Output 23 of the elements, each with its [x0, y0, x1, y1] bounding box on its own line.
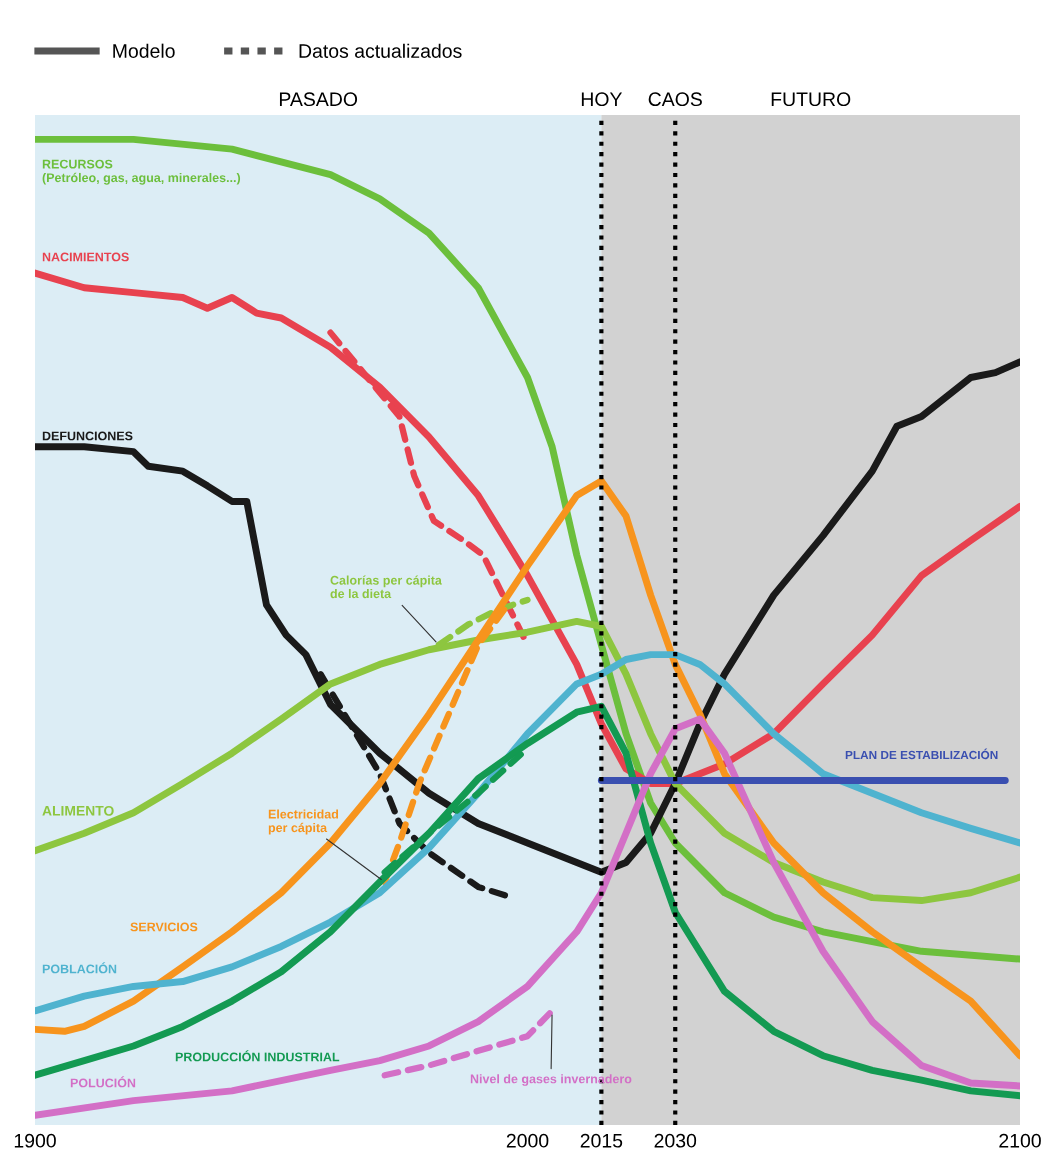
ref-line-label: CAOS — [648, 92, 702, 107]
x-tick-label: 2100 — [999, 1133, 1041, 1148]
series-label: DEFUNCIONES — [42, 431, 133, 441]
band-label: FUTURO — [771, 92, 851, 107]
series-label: PRODUCCIÓN INDUSTRIAL — [175, 1050, 340, 1062]
series-label: POBLACIÓN — [42, 962, 117, 974]
series-label: RECURSOS (Petróleo, gas, agua, minerales...) — [42, 159, 241, 185]
series-label: Nivel de gases invernadero — [470, 1074, 632, 1086]
series-label: ALIMENTO — [42, 805, 114, 816]
series-label: POLUCIÓN — [70, 1076, 136, 1088]
text: Calorías per cápita de la dieta — [330, 575, 442, 599]
x-tick-label: 1900 — [14, 1133, 56, 1148]
text: Datos actualizados — [299, 43, 462, 58]
series-label: SERVICIOS — [130, 922, 198, 932]
x-tick-label: 2000 — [506, 1133, 549, 1148]
series-label: PLAN DE ESTABILIZACIÓN — [845, 748, 998, 760]
band-label: PASADO — [279, 92, 358, 107]
x-tick-label: 2015 — [580, 1133, 623, 1148]
text: Electricidad per cápita — [268, 809, 339, 835]
series-label: NACIMIENTOS — [42, 252, 129, 262]
x-tick-label: 2030 — [654, 1133, 697, 1148]
text: Modelo — [113, 43, 175, 58]
ref-line-label: HOY — [581, 92, 623, 107]
